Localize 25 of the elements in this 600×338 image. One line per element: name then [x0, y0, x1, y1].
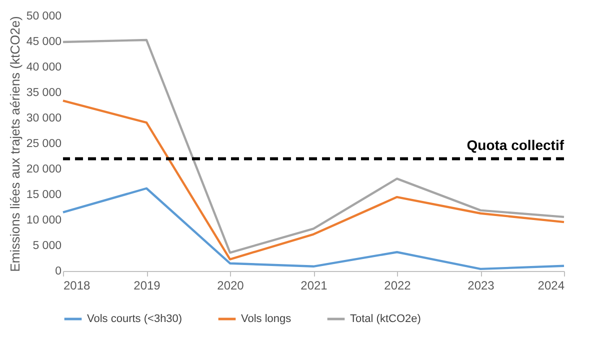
y-tick-label: 20 000 — [26, 164, 62, 176]
y-tick-label: 50 000 — [26, 10, 62, 22]
x-tick-label: 2021 — [300, 278, 328, 292]
y-tick-label: 0 — [55, 266, 62, 278]
y-tick-label: 45 000 — [26, 36, 62, 48]
x-tick-label: 2022 — [384, 278, 412, 292]
y-tick-label: 5 000 — [32, 240, 62, 252]
x-tick-label: 2019 — [134, 278, 161, 292]
y-axis-title: Emissions liées aux trajets aériens (ktCO2e) — [7, 16, 22, 272]
y-tick-label: 35 000 — [26, 87, 62, 99]
y-tick-label: 10 000 — [26, 214, 62, 226]
y-tick-label: 30 000 — [26, 112, 62, 124]
legend-label: Vols longs — [241, 313, 292, 325]
ref-line-label: Quota collectif — [466, 136, 564, 153]
line-series — [62, 100, 566, 260]
line-series — [62, 38, 566, 254]
x-tick-label: 2018 — [64, 278, 91, 292]
x-tick-label: 2024 — [538, 278, 565, 292]
legend-label: Vols courts (<3h30) — [87, 313, 182, 325]
y-tick-label: 15 000 — [26, 189, 62, 201]
x-tick-label: 2020 — [217, 278, 244, 292]
x-tick-label: 2023 — [468, 278, 495, 292]
y-tick-label: 40 000 — [26, 62, 62, 74]
y-tick-label: 25 000 — [26, 138, 62, 150]
legend-label: Total (ktCO2e) — [350, 313, 421, 325]
